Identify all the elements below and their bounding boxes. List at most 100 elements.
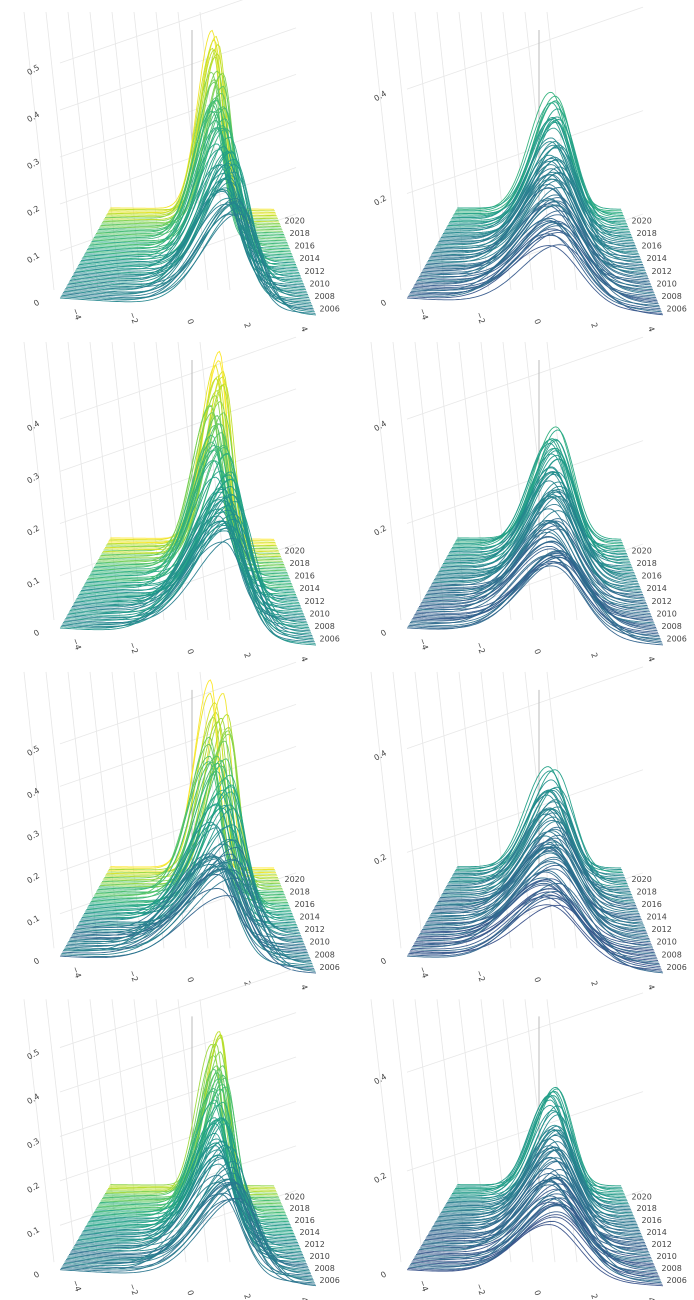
year-tick-label: 2020 — [632, 1192, 652, 1201]
z-tick-label: 0 — [32, 628, 41, 638]
density-curve-2016-2 — [441, 156, 635, 243]
year-tick-label: 2014 — [647, 254, 667, 263]
year-tick-label: 2016 — [642, 572, 662, 581]
year-tick-label: 2012 — [652, 267, 672, 276]
density-curve-2009-0 — [71, 1163, 307, 1263]
density-curve-2007-0 — [65, 865, 312, 961]
year-tick-label: 2020 — [285, 1192, 305, 1201]
year-tick-label: 2006 — [667, 1276, 687, 1285]
density-curve-2006-3 — [412, 222, 659, 305]
density-curve-2005-3 — [62, 213, 315, 311]
density-curve-2005-3 — [62, 1186, 315, 1282]
year-tick-label: 2012 — [652, 1240, 672, 1249]
density-curve-2010-3 — [424, 200, 649, 280]
year-tick-label: 2020 — [632, 875, 652, 884]
density-curve-2017-3 — [445, 807, 632, 894]
density-curve-2015-3 — [439, 158, 637, 248]
density-curve-2018-2 — [447, 470, 630, 561]
density-curve-2005-3 — [62, 888, 315, 969]
density-curve-2005-2 — [408, 561, 662, 643]
year-tick-label: 2008 — [662, 622, 682, 631]
z-tick-label: 0.3 — [25, 1136, 41, 1150]
density-curve-2005-3 — [62, 526, 315, 641]
density-curve-2008-0 — [68, 175, 309, 297]
year-tick-label: 2012 — [305, 925, 325, 934]
density-curve-2012-3 — [83, 476, 297, 597]
density-curve-2014-0 — [433, 503, 641, 589]
year-tick-label: 2008 — [662, 1264, 682, 1273]
density-curve-2011-2 — [426, 528, 647, 605]
density-curve-2007-1 — [66, 203, 311, 302]
density-curve-2013-0 — [431, 835, 644, 924]
year-tick-label: 2006 — [667, 963, 687, 972]
year-tick-label: 2018 — [290, 559, 310, 568]
density-curve-2015-0 — [436, 495, 639, 583]
year-tick-label: 2012 — [305, 267, 325, 276]
density-curves — [59, 350, 317, 646]
year-tick-label: 2010 — [657, 609, 677, 618]
year-tick-label: 2016 — [642, 900, 662, 909]
density-curve-2021-0 — [454, 1088, 623, 1191]
year-tick-label: 2012 — [652, 925, 672, 934]
year-tick-label: 2016 — [642, 1216, 662, 1225]
density-curve-2010-3 — [77, 164, 302, 280]
x-tick-label: 0 — [532, 976, 542, 984]
year-tick-label: 2010 — [310, 609, 330, 618]
year-tick-label: 2008 — [662, 950, 682, 959]
x-tick-label: 4 — [646, 325, 656, 333]
year-tick-label: 2016 — [642, 242, 662, 251]
z-tick-label: 0.4 — [25, 110, 41, 124]
density-curve-2010-2 — [423, 521, 650, 611]
density-curve-2014-2 — [88, 127, 293, 256]
density-curve-2011-3 — [427, 846, 647, 932]
density-curve-2008-3 — [71, 868, 307, 951]
density-curve-2013-3 — [433, 846, 642, 919]
density-curve-2008-1 — [69, 858, 308, 954]
year-tick-label: 2014 — [647, 584, 667, 593]
density-curve-2009-3 — [421, 878, 652, 944]
year-tick-label: 2016 — [295, 900, 315, 909]
panel-row4-right: 0 0.2 0.4 −4 −2 0 2 4 2020 2018 2016 2014 2012 2010 20… — [370, 992, 687, 1300]
density-curve-2010-1 — [422, 205, 650, 283]
year-tick-label: 2020 — [285, 546, 305, 555]
density-curve-2014-0 — [433, 1161, 641, 1233]
year-tick-label: 2018 — [637, 888, 657, 897]
density-curve-2005-1 — [60, 520, 316, 644]
density-curve-2006-2 — [64, 859, 313, 964]
density-curve-2020-3 — [454, 1091, 624, 1193]
density-curve-2007-0 — [65, 518, 312, 633]
density-curve-2016-2 — [94, 441, 288, 573]
x-tick-label: −4 — [417, 637, 429, 651]
density-curve-2014-3 — [89, 789, 292, 913]
density-curve-2011-2 — [79, 479, 300, 605]
density-curve-2005-1 — [60, 877, 316, 972]
year-tick-label: 2018 — [637, 559, 657, 568]
z-tick-label: 0 — [379, 298, 388, 308]
z-tick-label: 0.2 — [372, 852, 388, 866]
year-tick-label: 2010 — [310, 1252, 330, 1261]
density-curve-2020-0 — [452, 116, 626, 221]
density-curve-2008-0 — [68, 861, 309, 955]
year-tick-label: 2014 — [300, 1228, 320, 1237]
z-tick-label: 0.4 — [25, 419, 41, 433]
density-curve-2021-1 — [108, 711, 276, 872]
density-curve-2006-3 — [412, 877, 659, 963]
density-curve-2014-1 — [87, 805, 293, 916]
density-curve-2009-1 — [72, 515, 306, 619]
z-tick-label: 0.3 — [25, 157, 41, 171]
density-curve-2005-1 — [60, 1199, 316, 1285]
density-curve-2010-2 — [423, 203, 650, 281]
year-tick-label: 2018 — [290, 229, 310, 238]
x-tick-label: 0 — [185, 976, 195, 984]
z-tick-label: 0.2 — [372, 1171, 388, 1185]
density-curve-2018-2 — [447, 120, 630, 231]
z-tick-label: 0.1 — [25, 251, 41, 265]
density-curve-2006-1 — [63, 522, 313, 638]
density-curve-2018-3 — [448, 447, 629, 559]
z-tick-label: 0.1 — [25, 1225, 41, 1239]
year-tick-label: 2010 — [657, 938, 677, 947]
year-tick-label: 2010 — [310, 279, 330, 288]
density-curve-2011-2 — [426, 197, 647, 275]
z-tick-label: 0.4 — [372, 1072, 388, 1086]
